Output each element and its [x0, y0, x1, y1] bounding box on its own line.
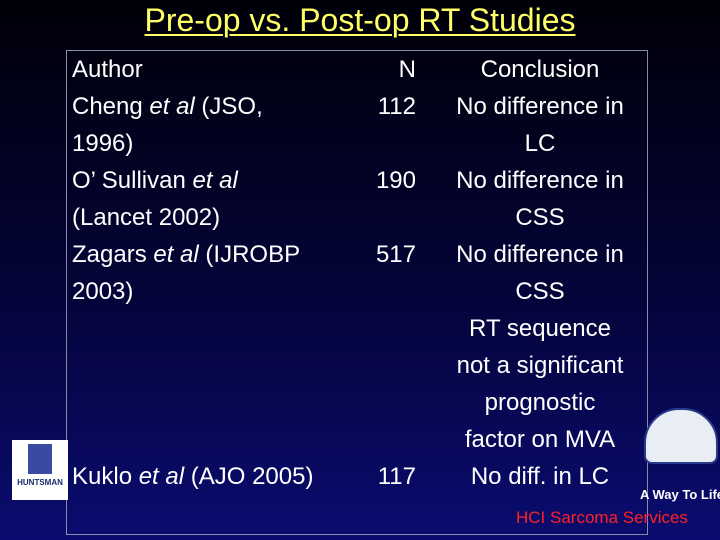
conclusion-line: RT sequence: [469, 315, 611, 342]
author-line: Cheng et al (JSO,: [72, 88, 360, 125]
author-line: Zagars et al (IJROBP: [72, 236, 360, 273]
author-text: (Lancet 2002): [72, 204, 221, 231]
table-border: [66, 50, 648, 535]
slide-title: Pre-op vs. Post-op RT Studies: [144, 2, 576, 38]
author-cell: O’ Sullivan et al (Lancet 2002): [72, 162, 360, 236]
table-row: Cheng et al (JSO, 1996) 112 No difference i…: [72, 88, 648, 162]
conclusion-cell: No difference in CSS: [432, 162, 648, 236]
conclusion-line: No difference in: [456, 93, 624, 120]
conclusion-line: No difference in: [456, 167, 624, 194]
conclusion-cell: No difference in LC: [432, 88, 648, 162]
conclusion-line: prognostic: [484, 389, 596, 416]
n-cell: 112: [377, 93, 416, 120]
author-text: Zagars: [72, 241, 154, 268]
author-text: et al: [138, 463, 185, 490]
conclusion-line: No difference in: [456, 241, 624, 268]
author-line: 1996): [72, 125, 360, 162]
conclusion-line: factor on MVA: [464, 426, 616, 453]
conclusion-line: No diff. in LC: [470, 463, 610, 490]
conclusion-line: CSS: [515, 278, 565, 305]
footer: HCI Sarcoma Services: [516, 508, 688, 527]
conclusion-cell: No difference in CSS RT sequence not a sign…: [432, 236, 648, 458]
author-line: O’ Sullivan et al: [72, 162, 360, 199]
author-cell: Kuklo et al (AJO 2005): [72, 458, 360, 495]
author-text: Cheng: [72, 93, 150, 120]
author-line: 2003): [72, 273, 360, 310]
sarcoma-logo-text: A Way To Life: [640, 487, 720, 502]
author-text: (AJO 2005): [184, 463, 314, 490]
author-cell: Cheng et al (JSO, 1996): [72, 88, 360, 162]
n-cell: 517: [375, 241, 416, 268]
header-row: Author N Conclusion: [72, 51, 648, 88]
author-line: (Lancet 2002): [72, 199, 360, 236]
conclusion-line: LC: [524, 130, 556, 157]
conclusion-cell: No diff. in LC: [432, 458, 648, 495]
author-line: Kuklo et al (AJO 2005): [72, 458, 360, 495]
header-cell: Author: [72, 56, 143, 83]
author-text: et al: [153, 241, 199, 268]
conclusion-line: CSS: [515, 204, 565, 231]
header-cell: N: [398, 56, 416, 83]
huntsman-logo: HUNTSMAN: [12, 440, 68, 500]
author-text: (JSO,: [194, 93, 263, 120]
sarcoma-logo: [644, 408, 718, 464]
header-cell: Conclusion: [480, 56, 600, 83]
author-text: et al: [149, 93, 195, 120]
table-row: Kuklo et al (AJO 2005) 117 No diff. in LC: [72, 458, 648, 495]
author-cell: Zagars et al (IJROBP 2003): [72, 236, 360, 458]
table: Author N Conclusion Cheng et al (JSO, 1996) 1…: [72, 51, 648, 495]
author-text: Kuklo: [72, 463, 139, 490]
author-text: 1996): [72, 130, 134, 157]
author-text: 2003): [72, 278, 134, 305]
table-row: O’ Sullivan et al (Lancet 2002) 190 No diff…: [72, 162, 648, 236]
n-cell: 117: [377, 463, 416, 490]
table-row: Zagars et al (IJROBP 2003) 517 No differenc…: [72, 236, 648, 458]
author-text: O’ Sullivan: [72, 167, 193, 194]
n-cell: 190: [375, 167, 416, 194]
author-text: (IJROBP: [198, 241, 301, 268]
author-text: et al: [192, 167, 238, 194]
conclusion-line: not a significant: [456, 352, 624, 379]
